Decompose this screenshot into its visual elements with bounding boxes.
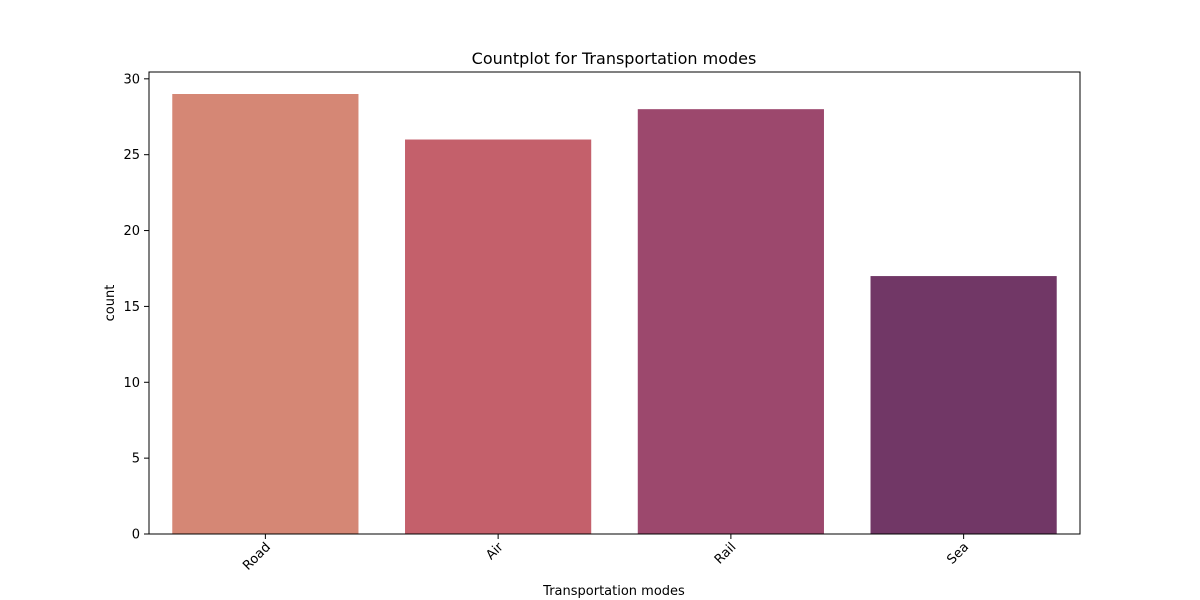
y-tick-label: 5 — [132, 452, 140, 467]
y-tick-label: 25 — [123, 148, 140, 163]
y-tick-label: 0 — [132, 528, 140, 543]
y-tick-label: 15 — [123, 300, 140, 315]
y-tick-label: 30 — [123, 72, 140, 87]
y-axis: 0 5 10 15 20 25 30 — [123, 72, 149, 543]
plot-area-frame — [148, 71, 1081, 535]
chart-title: Countplot for Transportation modes — [472, 49, 757, 68]
bar-rail — [637, 109, 824, 535]
x-axis-label: Transportation modes — [542, 584, 685, 599]
x-tick-label-air: Air — [483, 539, 507, 563]
y-tick-label: 20 — [123, 224, 140, 239]
x-tick-label-rail: Rail — [712, 540, 740, 568]
bar-air — [405, 139, 592, 534]
x-tick-label-road: Road — [240, 540, 274, 574]
x-tick-label-sea: Sea — [944, 540, 972, 568]
y-tick-label: 10 — [123, 376, 140, 391]
y-axis-label: count — [103, 285, 118, 322]
x-axis: Road Air Rail Sea — [240, 534, 972, 574]
bar-sea — [870, 276, 1057, 534]
bar-road — [172, 94, 359, 534]
bars-layer — [172, 94, 1057, 535]
